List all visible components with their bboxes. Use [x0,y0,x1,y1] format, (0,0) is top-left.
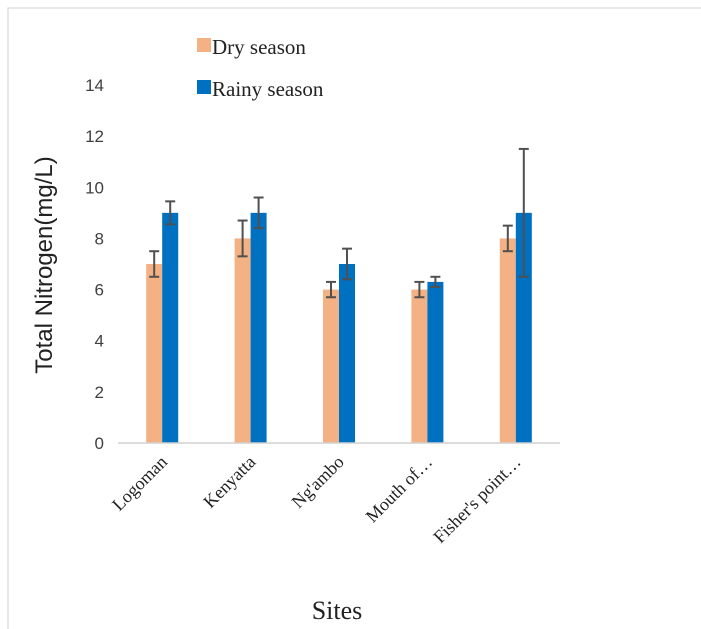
legend: Dry season Rainy season [197,35,324,101]
y-tick-label: 4 [95,332,104,351]
bar-rainy-1 [250,212,267,443]
error-bars [149,147,529,299]
error-bar-dry-3 [414,280,425,299]
y-tick-label: 12 [85,127,104,146]
x-axis-label: Sites [312,596,363,625]
bar-rainy-0 [162,212,179,443]
error-bar-rainy-1 [253,196,264,230]
error-bar-dry-2 [326,280,336,299]
x-tick-label: Kenyatta [199,452,259,512]
x-tick-label: Mouth of… [362,452,437,527]
chart-frame [7,7,701,629]
bar-dry-3 [411,289,428,443]
legend-swatch-rainy [197,80,211,94]
bar-rainy-2 [339,264,355,443]
bar-dry-1 [234,238,251,443]
x-tick-label: Fisher's point… [429,452,524,547]
x-tick-label: Ng'ambo [288,452,348,512]
error-bar-dry-1 [237,219,248,258]
x-tick-label: Logoman [108,452,171,515]
y-tick-label: 6 [95,281,104,300]
bar-rainy-3 [427,281,444,443]
error-bar-rainy-0 [165,200,176,226]
y-tick-label: 8 [95,229,104,248]
legend-label-rainy: Rainy season [212,77,324,101]
legend-swatch-dry [197,38,211,52]
y-axis-ticks: 0 2 4 6 8 10 12 14 [85,76,104,453]
bars [146,212,532,443]
error-bar-rainy-2 [342,247,352,281]
x-axis-ticks: Logoman Kenyatta Ng'ambo Mouth of…Fisher's … [108,452,525,547]
error-bar-dry-0 [149,250,160,278]
bar-rainy-4 [515,212,532,443]
y-tick-label: 2 [95,383,104,402]
bar-dry-2 [323,289,339,443]
y-tick-label: 14 [85,76,104,95]
y-tick-label: 0 [95,434,104,453]
error-bar-rainy-3 [430,275,441,289]
bar-dry-4 [499,238,516,443]
legend-label-dry: Dry season [212,35,306,59]
y-axis-label: Total Nitrogen(mg/L) [31,156,58,373]
y-tick-label: 10 [85,178,104,197]
bar-dry-0 [146,264,163,443]
error-bar-dry-4 [502,224,513,253]
error-bar-rainy-4 [518,147,529,278]
